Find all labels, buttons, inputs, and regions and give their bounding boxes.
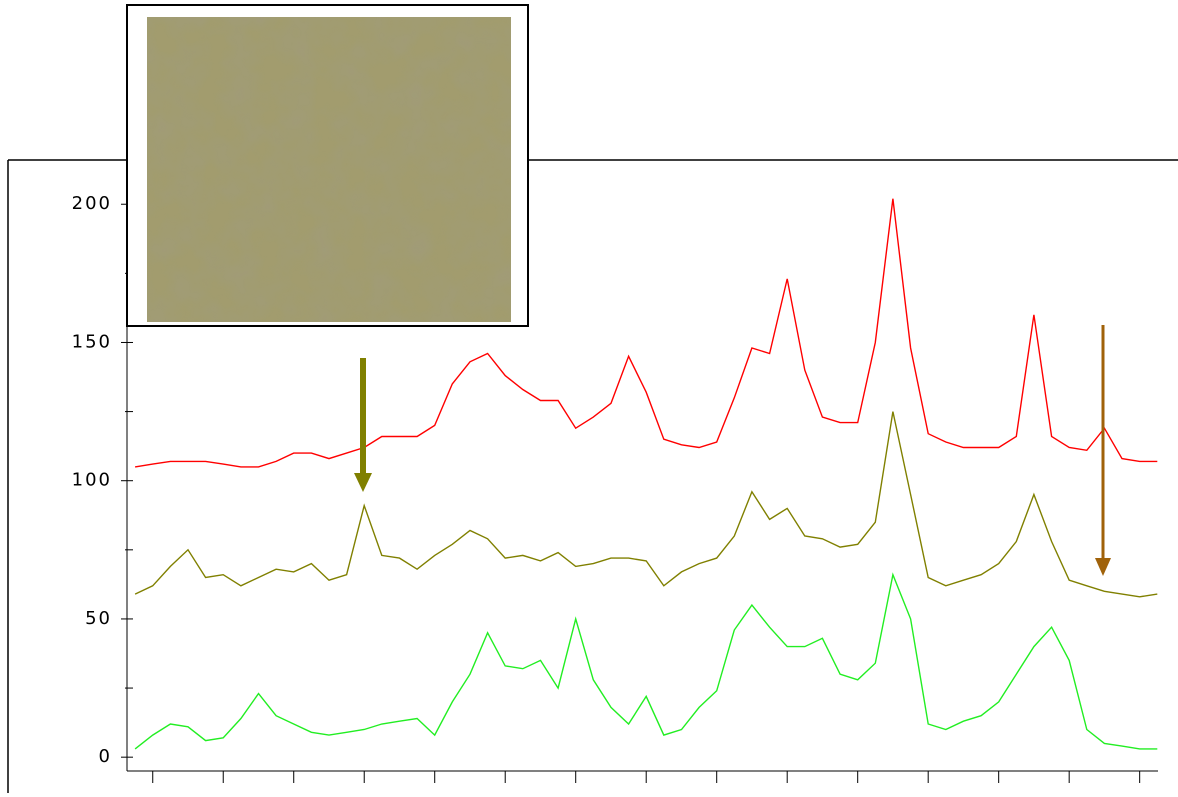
y-tick-label: 0 [99,746,112,767]
series-line [134,572,1158,750]
annotation-arrow-head [1095,558,1111,576]
annotation-arrow-head [354,473,372,492]
y-tick-label: 200 [72,193,112,214]
series-line [134,198,1158,468]
y-tick-label: 100 [72,470,112,491]
y-tick-label: 50 [85,608,112,629]
y-tick-label: 150 [72,331,112,352]
inset-photo-texture [147,17,511,322]
series-line [134,411,1158,598]
annotation-arrow [360,358,366,475]
